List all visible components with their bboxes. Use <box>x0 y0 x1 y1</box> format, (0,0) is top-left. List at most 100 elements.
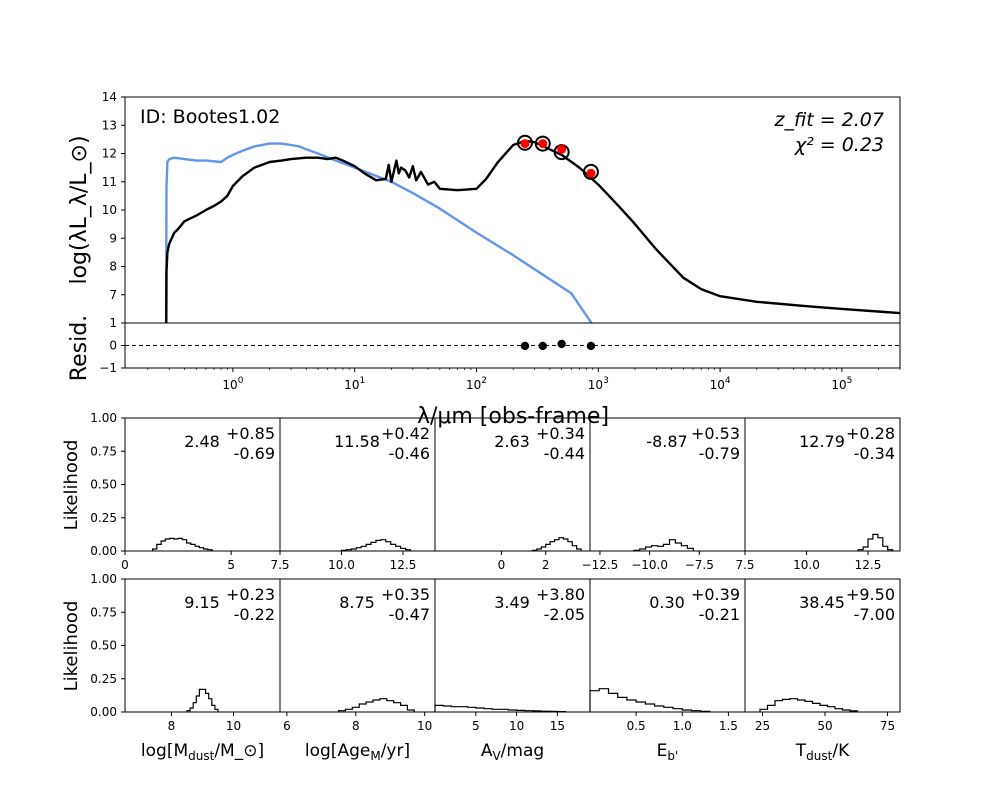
likelihood-ytick-label: 0.25 <box>90 672 117 686</box>
posterior-xtick-label: 1.5 <box>719 719 738 733</box>
x-tick-label: 100 <box>222 376 243 392</box>
posterior-xlabel: Eb' <box>657 741 679 763</box>
sed-panel: 7 8 9 10 11 12 13 14 ID: Bootes1.02 z_fit = 2.0… <box>67 90 901 324</box>
resid-ytick-label: 0 <box>109 339 117 353</box>
posterior-lower-error: -0.79 <box>699 444 740 463</box>
posterior-upper-error: +0.53 <box>691 424 740 443</box>
resid-ytick-label: 1 <box>109 316 117 330</box>
likelihood-ytick-label: 0.00 <box>90 705 117 719</box>
posterior-xtick-label: 10.0 <box>328 558 355 572</box>
total-model-line <box>165 139 900 323</box>
posterior-xtick-label: 1.0 <box>673 719 692 733</box>
posterior-histogram <box>531 537 582 551</box>
likelihood-ylabel-row2: Likelihood <box>61 601 82 692</box>
posterior-panel: 6 8 10 8.75 +0.35-0.47 log[AgeM/yr] <box>279 578 436 763</box>
observed-photometry-point <box>557 144 567 154</box>
sed-xlabel: λ/μm [obs-frame] <box>417 404 609 429</box>
posterior-xlabel: Tdust/K <box>795 741 850 763</box>
posterior-panel: −12.5 −10.0 −7.5 -8.87 +0.53-0.79 <box>582 417 746 572</box>
stellar-template-line <box>164 142 593 323</box>
likelihood-ylabel-row1: Likelihood <box>61 440 82 531</box>
posterior-xtick-label: 10 <box>226 719 241 733</box>
posterior-xtick-label: −10.0 <box>631 558 668 572</box>
posterior-xtick-label: 10 <box>509 719 524 733</box>
residual-point <box>586 341 596 351</box>
posterior-xlabel: AV/mag <box>481 741 544 763</box>
posterior-xtick-label: 25 <box>755 719 770 733</box>
posterior-histogram <box>633 539 694 551</box>
resid-ylabel: Resid. <box>67 315 92 381</box>
object-id-label: ID: Bootes1.02 <box>140 106 280 128</box>
posterior-panel: 0.5 1.0 1.5 0.30 +0.39-0.21 Eb' <box>589 578 746 763</box>
likelihood-ytick-label: 0.50 <box>90 478 117 492</box>
posterior-histogram <box>434 704 567 713</box>
posterior-xtick-label: 12.5 <box>855 558 882 572</box>
posterior-xtick-label: −12.5 <box>582 558 619 572</box>
posterior-lower-error: -0.34 <box>854 444 895 463</box>
posterior-lower-error: -7.00 <box>854 605 895 624</box>
posterior-median: 0.30 <box>649 593 685 612</box>
posterior-lower-error: -0.46 <box>389 444 430 463</box>
posterior-median: 2.63 <box>494 432 530 451</box>
posterior-upper-error: +0.42 <box>381 424 430 443</box>
posterior-lower-error: -0.22 <box>234 605 275 624</box>
posterior-xtick-label: 6 <box>283 719 291 733</box>
z-fit-label: z_fit = 2.07 <box>773 109 884 131</box>
posterior-frame <box>744 578 901 713</box>
posterior-median: 38.45 <box>799 593 845 612</box>
posterior-histogram <box>152 537 213 551</box>
x-tick-label: 104 <box>710 376 731 392</box>
model-photometry-point <box>516 134 533 151</box>
sed-ytick-label: 8 <box>109 260 117 274</box>
posterior-histogram <box>857 533 894 551</box>
posterior-upper-error: +0.23 <box>226 585 275 604</box>
posterior-xtick-label: 75 <box>880 719 895 733</box>
posterior-lower-error: -0.69 <box>234 444 275 463</box>
posterior-median: 9.15 <box>184 593 220 612</box>
posterior-xtick-label: 12.5 <box>390 558 417 572</box>
posterior-median: 2.48 <box>184 432 220 451</box>
posterior-median: 12.79 <box>799 432 845 451</box>
sed-ytick-label: 7 <box>109 288 117 302</box>
posterior-panel: 7.5 10.0 12.5 12.79 +0.28-0.34 <box>735 417 901 572</box>
posterior-xtick-label: 10 <box>417 719 432 733</box>
residual-point <box>520 341 530 351</box>
posterior-median: 11.58 <box>334 432 380 451</box>
posterior-median: -8.87 <box>646 432 687 451</box>
x-tick-label: 101 <box>344 376 365 392</box>
likelihood-ytick-label: 0.75 <box>90 444 117 458</box>
posterior-frame <box>744 417 901 552</box>
sed-ytick-label: 10 <box>102 203 117 217</box>
chi2-label: χ² = 0.23 <box>794 134 884 156</box>
posterior-row-2: 8 10 9.15 +0.23-0.22 log[Mdust/M_⊙] 6 8 10 8.75 +… <box>90 572 901 763</box>
posterior-upper-error: +0.85 <box>226 424 275 443</box>
posterior-histogram <box>186 688 219 712</box>
resid-panel: −1 0 1 100 101 102 103 104 105 Resid. λ/μm [obs… <box>67 315 901 429</box>
posterior-panel: 0 2 2.63 +0.34-0.44 <box>434 417 591 572</box>
sed-ylabel: log(λL_λ/L_⊙) <box>67 135 92 284</box>
likelihood-ytick-label: 1.00 <box>90 411 117 425</box>
posterior-xtick-label: 0 <box>121 558 129 572</box>
posterior-panel: 5 10 15 3.49 +3.80-2.05 AV/mag <box>434 578 591 763</box>
posterior-xtick-label: 5 <box>472 719 480 733</box>
posterior-histogram <box>759 698 859 712</box>
posterior-median: 3.49 <box>494 593 530 612</box>
posterior-panel: 25 50 75 38.45 +9.50-7.00 Tdust/K <box>744 578 901 763</box>
posterior-lower-error: -0.21 <box>699 605 740 624</box>
posterior-xtick-label: 0 <box>498 558 506 572</box>
x-tick-label: 102 <box>466 376 487 392</box>
posterior-xtick-label: 7.5 <box>270 558 289 572</box>
posterior-xtick-label: 10.0 <box>793 558 820 572</box>
observed-photometry-point <box>586 168 596 178</box>
x-tick-label: 103 <box>588 376 609 392</box>
posterior-panel: 7.5 10.0 12.5 11.58 +0.42-0.46 <box>270 417 436 572</box>
model-photometry-point <box>534 135 551 152</box>
likelihood-ytick-label: 0.50 <box>90 639 117 653</box>
resid-ytick-label: −1 <box>99 361 117 375</box>
likelihood-ytick-label: 1.00 <box>90 572 117 586</box>
posterior-xtick-label: 8 <box>168 719 176 733</box>
sed-ytick-label: 13 <box>102 118 117 132</box>
posterior-histogram <box>340 539 411 551</box>
posterior-histogram <box>589 688 711 712</box>
